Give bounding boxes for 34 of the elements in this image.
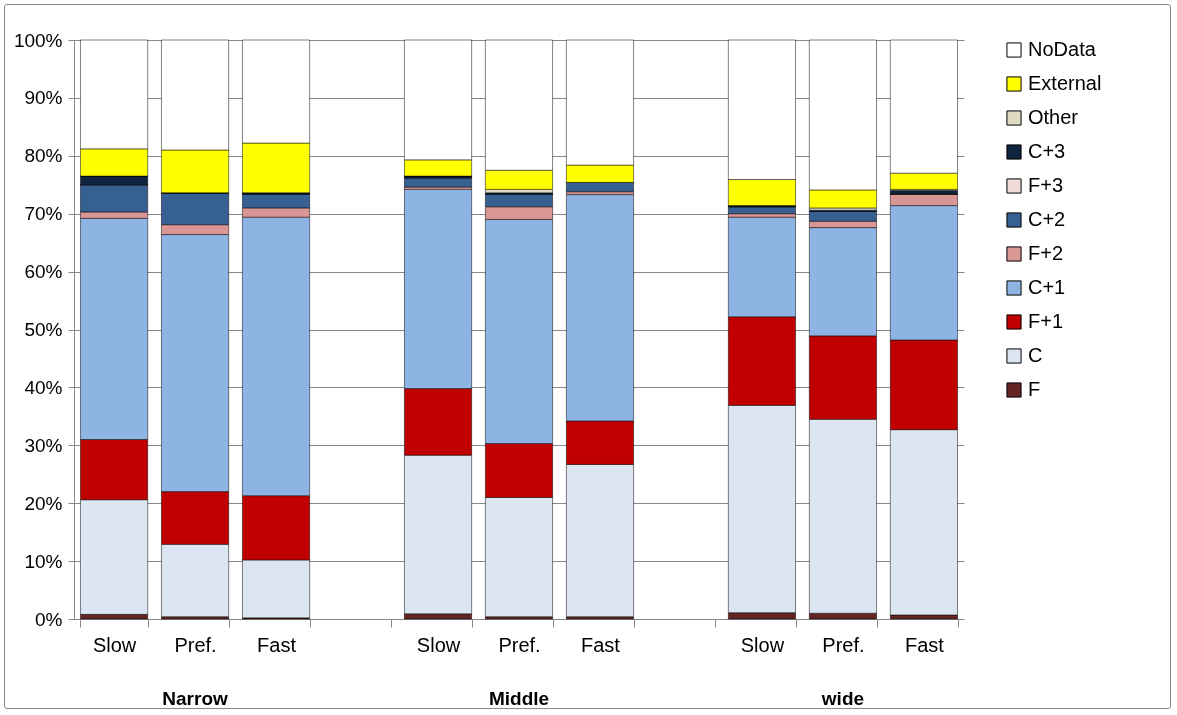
- legend-label: F: [1028, 378, 1041, 400]
- legend-label: External: [1028, 72, 1102, 94]
- legend-label: C: [1028, 344, 1043, 366]
- y-tick-label: 50%: [24, 319, 63, 340]
- legend-label: Other: [1028, 106, 1079, 128]
- y-tick-label: 0%: [35, 608, 63, 630]
- legend-label: C+2: [1028, 208, 1066, 230]
- legend-label: F+2: [1028, 242, 1064, 264]
- text: wide: [820, 688, 865, 709]
- legend-label: C+3: [1028, 140, 1066, 162]
- legend-label: F+3: [1028, 174, 1064, 196]
- x-tick-label: Fast: [581, 633, 621, 656]
- x-tick-label: Slow: [740, 633, 785, 656]
- legend-label: C+1: [1028, 276, 1066, 298]
- legend-label: NoData: [1028, 38, 1097, 60]
- y-tick-label: 80%: [24, 145, 63, 167]
- y-tick-label: 60%: [24, 261, 63, 283]
- y-tick-label: 40%: [24, 376, 63, 398]
- text: Middle: [488, 688, 550, 709]
- x-tick-label: Pref.: [498, 633, 541, 656]
- y-tick-label: 20%: [24, 492, 63, 514]
- x-tick-label: Pref.: [174, 633, 217, 656]
- x-tick-label: Fast: [257, 633, 297, 656]
- x-tick-label: Fast: [904, 633, 945, 656]
- y-tick-label: 100%: [13, 29, 63, 51]
- legend-label: F+1: [1028, 310, 1064, 332]
- x-tick-label: Slow: [416, 633, 461, 656]
- y-tick-label: 30%: [24, 434, 63, 456]
- text: Narrow: [162, 688, 229, 709]
- y-tick-label: 10%: [24, 550, 63, 572]
- x-tick-label: Slow: [92, 633, 137, 656]
- x-tick-label: Pref.: [822, 633, 865, 656]
- y-tick-label: 70%: [24, 203, 63, 225]
- y-tick-label: 90%: [24, 87, 63, 109]
